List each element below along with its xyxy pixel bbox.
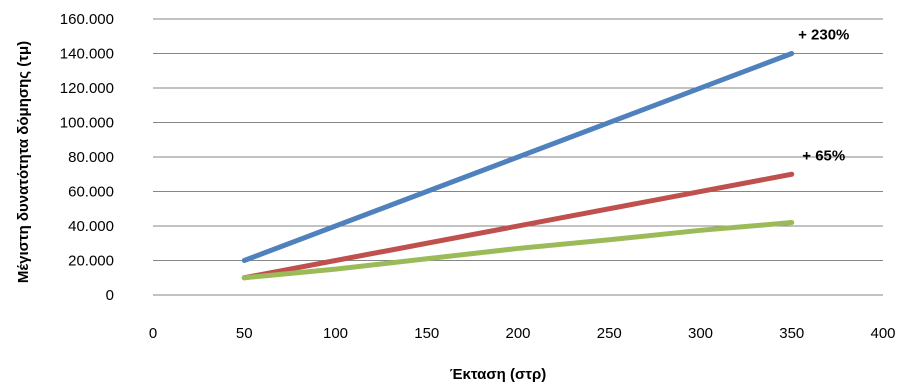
y-tick-label: 60.000 [68,184,114,201]
x-tick-label: 400 [870,325,895,342]
annotation-label: + 65% [802,147,845,164]
x-tick-label: 200 [505,325,530,342]
x-tick-label: 100 [323,325,348,342]
x-axis-title: Έκταση (στρ) [450,366,546,383]
series-lines [241,51,795,281]
x-tick-label: 250 [597,325,622,342]
series-line-2 [241,171,795,281]
y-tick-label: 20.000 [68,253,114,270]
y-tick-label: 80.000 [68,149,114,166]
x-tick-label: 50 [236,325,253,342]
y-tick-label: 120.000 [60,80,114,97]
y-tick-label: 40.000 [68,218,114,235]
x-tick-label: 0 [149,325,157,342]
x-tick-label: 150 [414,325,439,342]
y-axis-title: Μέγιστη δυνατότητα δόμησης (τμ) [15,41,32,283]
annotation-label: + 230% [798,27,849,44]
gridlines [153,18,883,261]
y-tick-label: 100.000 [60,115,114,132]
x-tick-label: 300 [688,325,713,342]
annotations: + 230% + 65% [798,27,849,165]
y-axis-ticks: 0 20.000 40.000 60.000 80.000 100.000 120.000 1… [60,11,114,304]
x-tick-label: 350 [779,325,804,342]
y-tick-label: 160.000 [60,11,114,28]
y-tick-label: 140.000 [60,46,114,63]
series-line-1 [241,51,795,263]
y-tick-label: 0 [106,287,114,304]
x-axis-ticks: 0 50 100 150 200 250 300 350 400 [149,325,896,342]
series-line-3 [241,220,795,281]
